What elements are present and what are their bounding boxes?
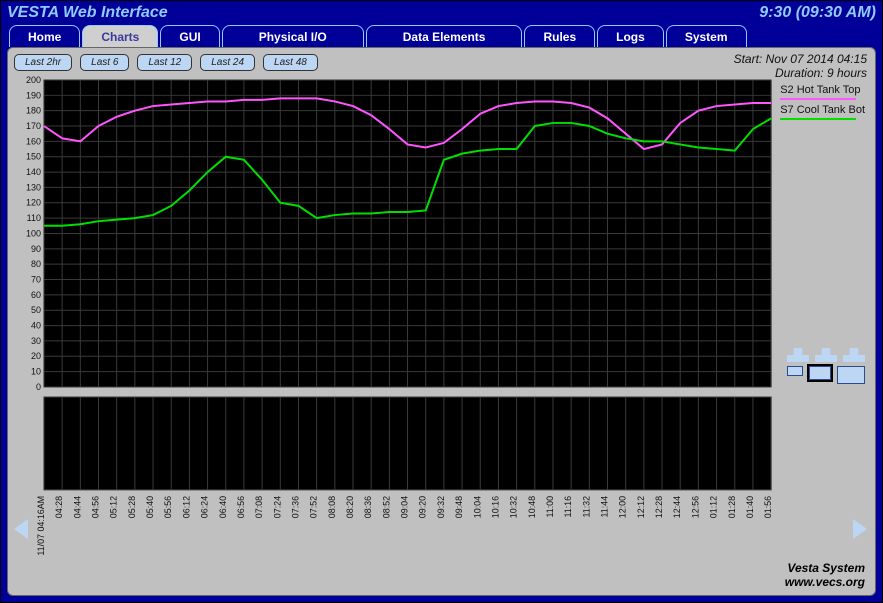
svg-text:30: 30 [31,336,41,346]
svg-text:05:40: 05:40 [145,496,155,518]
footer-line2: www.vecs.org [785,575,865,589]
svg-text:50: 50 [31,305,41,315]
svg-text:06:40: 06:40 [218,496,228,518]
svg-text:110: 110 [27,213,41,223]
svg-text:11:44: 11:44 [599,496,609,518]
clock: 9:30 (09:30 AM) [759,4,876,22]
svg-text:120: 120 [26,198,41,208]
svg-text:05:12: 05:12 [109,496,119,518]
svg-text:04:44: 04:44 [72,496,82,518]
svg-text:07:52: 07:52 [309,496,319,518]
range-button-row: Last 2hr Last 6 Last 12 Last 24 Last 48 [14,54,318,71]
svg-text:70: 70 [31,275,41,285]
svg-text:04:56: 04:56 [90,496,100,518]
svg-text:60: 60 [31,290,41,300]
svg-text:06:56: 06:56 [236,496,246,518]
svg-text:04:28: 04:28 [54,496,64,518]
svg-text:12:00: 12:00 [618,496,628,518]
svg-text:10: 10 [31,367,41,377]
svg-text:12:12: 12:12 [636,496,646,518]
tab-home[interactable]: Home [9,25,80,47]
svg-text:08:08: 08:08 [327,496,337,518]
svg-text:01:12: 01:12 [709,496,719,518]
svg-text:10:32: 10:32 [509,496,519,518]
chart-area: 0 10 20 30 40 50 60 70 80 90 100 110 120 130 140 150 160… [12,76,871,591]
range-btn-last-48[interactable]: Last 48 [263,54,318,71]
svg-text:40: 40 [31,321,41,331]
footer-line1: Vesta System [785,561,865,575]
tab-system[interactable]: System [666,25,747,47]
range-btn-last-6[interactable]: Last 6 [80,54,129,71]
svg-text:12:28: 12:28 [654,496,664,518]
svg-text:11:16: 11:16 [563,496,573,518]
svg-text:130: 130 [26,182,41,192]
meta-start: Start: Nov 07 2014 04:15 [734,52,867,66]
svg-text:01:40: 01:40 [745,496,755,518]
svg-text:10:16: 10:16 [490,496,500,518]
app-frame: VESTA Web Interface 9:30 (09:30 AM) Home… [0,0,883,603]
app-title: VESTA Web Interface [7,4,168,22]
svg-text:150: 150 [26,152,41,162]
range-btn-last-24[interactable]: Last 24 [200,54,255,71]
svg-text:80: 80 [31,259,41,269]
tab-gui[interactable]: GUI [160,25,219,47]
svg-text:180: 180 [26,106,41,116]
svg-text:12:44: 12:44 [672,496,682,518]
svg-text:06:12: 06:12 [181,496,191,518]
svg-text:10:04: 10:04 [472,496,482,518]
tab-rules[interactable]: Rules [524,25,595,47]
svg-text:11:32: 11:32 [581,496,591,518]
svg-text:05:56: 05:56 [163,496,173,518]
svg-text:07:36: 07:36 [290,496,300,518]
svg-text:160: 160 [26,136,41,146]
svg-text:09:04: 09:04 [400,496,410,518]
svg-text:06:24: 06:24 [200,496,210,518]
svg-text:09:48: 09:48 [454,496,464,518]
svg-text:0: 0 [36,382,41,392]
svg-text:11:00: 11:00 [545,496,555,518]
svg-text:200: 200 [26,76,41,85]
svg-text:09:32: 09:32 [436,496,446,518]
svg-text:10:48: 10:48 [527,496,537,518]
svg-text:07:08: 07:08 [254,496,264,518]
range-btn-last-12[interactable]: Last 12 [137,54,192,71]
svg-text:01:28: 01:28 [727,496,737,518]
svg-text:12:56: 12:56 [690,496,700,518]
svg-text:01:56: 01:56 [763,496,773,518]
tab-bar: HomeChartsGUIPhysical I/OData ElementsRu… [1,25,882,47]
svg-text:05:28: 05:28 [127,496,137,518]
svg-text:140: 140 [26,167,41,177]
tab-charts[interactable]: Charts [82,25,158,47]
chart-panel: Last 2hr Last 6 Last 12 Last 24 Last 48 Star… [7,47,876,596]
tab-physical-i-o[interactable]: Physical I/O [222,25,364,47]
chart-svg: 0 10 20 30 40 50 60 70 80 90 100 110 120 130 140 150 160… [12,76,871,591]
svg-text:07:24: 07:24 [272,496,282,518]
svg-text:90: 90 [31,244,41,254]
svg-text:100: 100 [26,228,41,238]
tab-data-elements[interactable]: Data Elements [366,25,523,47]
svg-text:08:20: 08:20 [345,496,355,518]
top-bar: VESTA Web Interface 9:30 (09:30 AM) [1,1,882,25]
svg-text:20: 20 [31,351,41,361]
range-btn-last-2hr[interactable]: Last 2hr [14,54,72,71]
svg-text:11/07 04:16AM: 11/07 04:16AM [36,496,46,556]
footer: Vesta System www.vecs.org [785,561,865,589]
svg-text:08:36: 08:36 [363,496,373,518]
tab-logs[interactable]: Logs [597,25,664,47]
svg-text:170: 170 [26,121,41,131]
svg-text:08:52: 08:52 [381,496,391,518]
svg-text:190: 190 [26,90,41,100]
svg-text:09:20: 09:20 [418,496,428,518]
